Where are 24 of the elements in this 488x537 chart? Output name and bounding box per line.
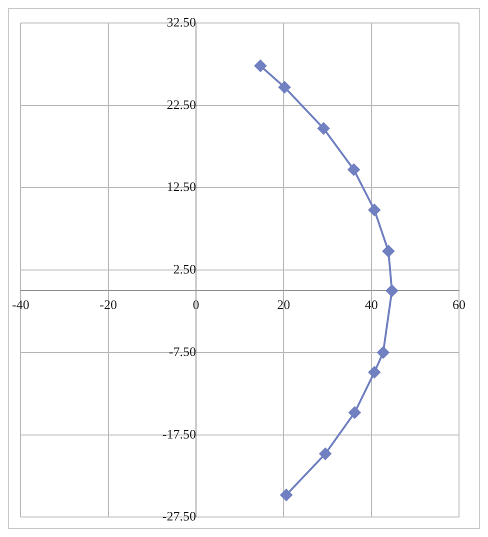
point — [318, 122, 330, 134]
y-tick-label: 2.50 — [173, 262, 196, 277]
x-tick-label: 40 — [364, 296, 378, 312]
y-tick-label: 22.50 — [166, 96, 196, 112]
y-tick-label: -27.50 — [162, 508, 196, 524]
y-tick-label: -17.50 — [162, 426, 196, 442]
point — [319, 448, 332, 460]
point — [278, 81, 291, 94]
point — [368, 204, 380, 216]
x-tick-label: -40 — [12, 296, 30, 312]
x-tick-label: -20 — [100, 296, 118, 312]
point — [348, 164, 360, 176]
point — [368, 366, 380, 378]
y-tick-label: 32.50 — [166, 14, 196, 30]
point — [386, 284, 398, 297]
point — [377, 346, 390, 358]
point — [348, 406, 361, 419]
point — [280, 488, 292, 501]
y-tick-label: -7.50 — [168, 344, 196, 359]
point — [382, 245, 394, 258]
point — [254, 60, 266, 72]
x-tick-label: 20 — [277, 296, 290, 312]
x-tick-label: 60 — [452, 296, 466, 312]
y-tick-label: 12.50 — [166, 179, 196, 194]
